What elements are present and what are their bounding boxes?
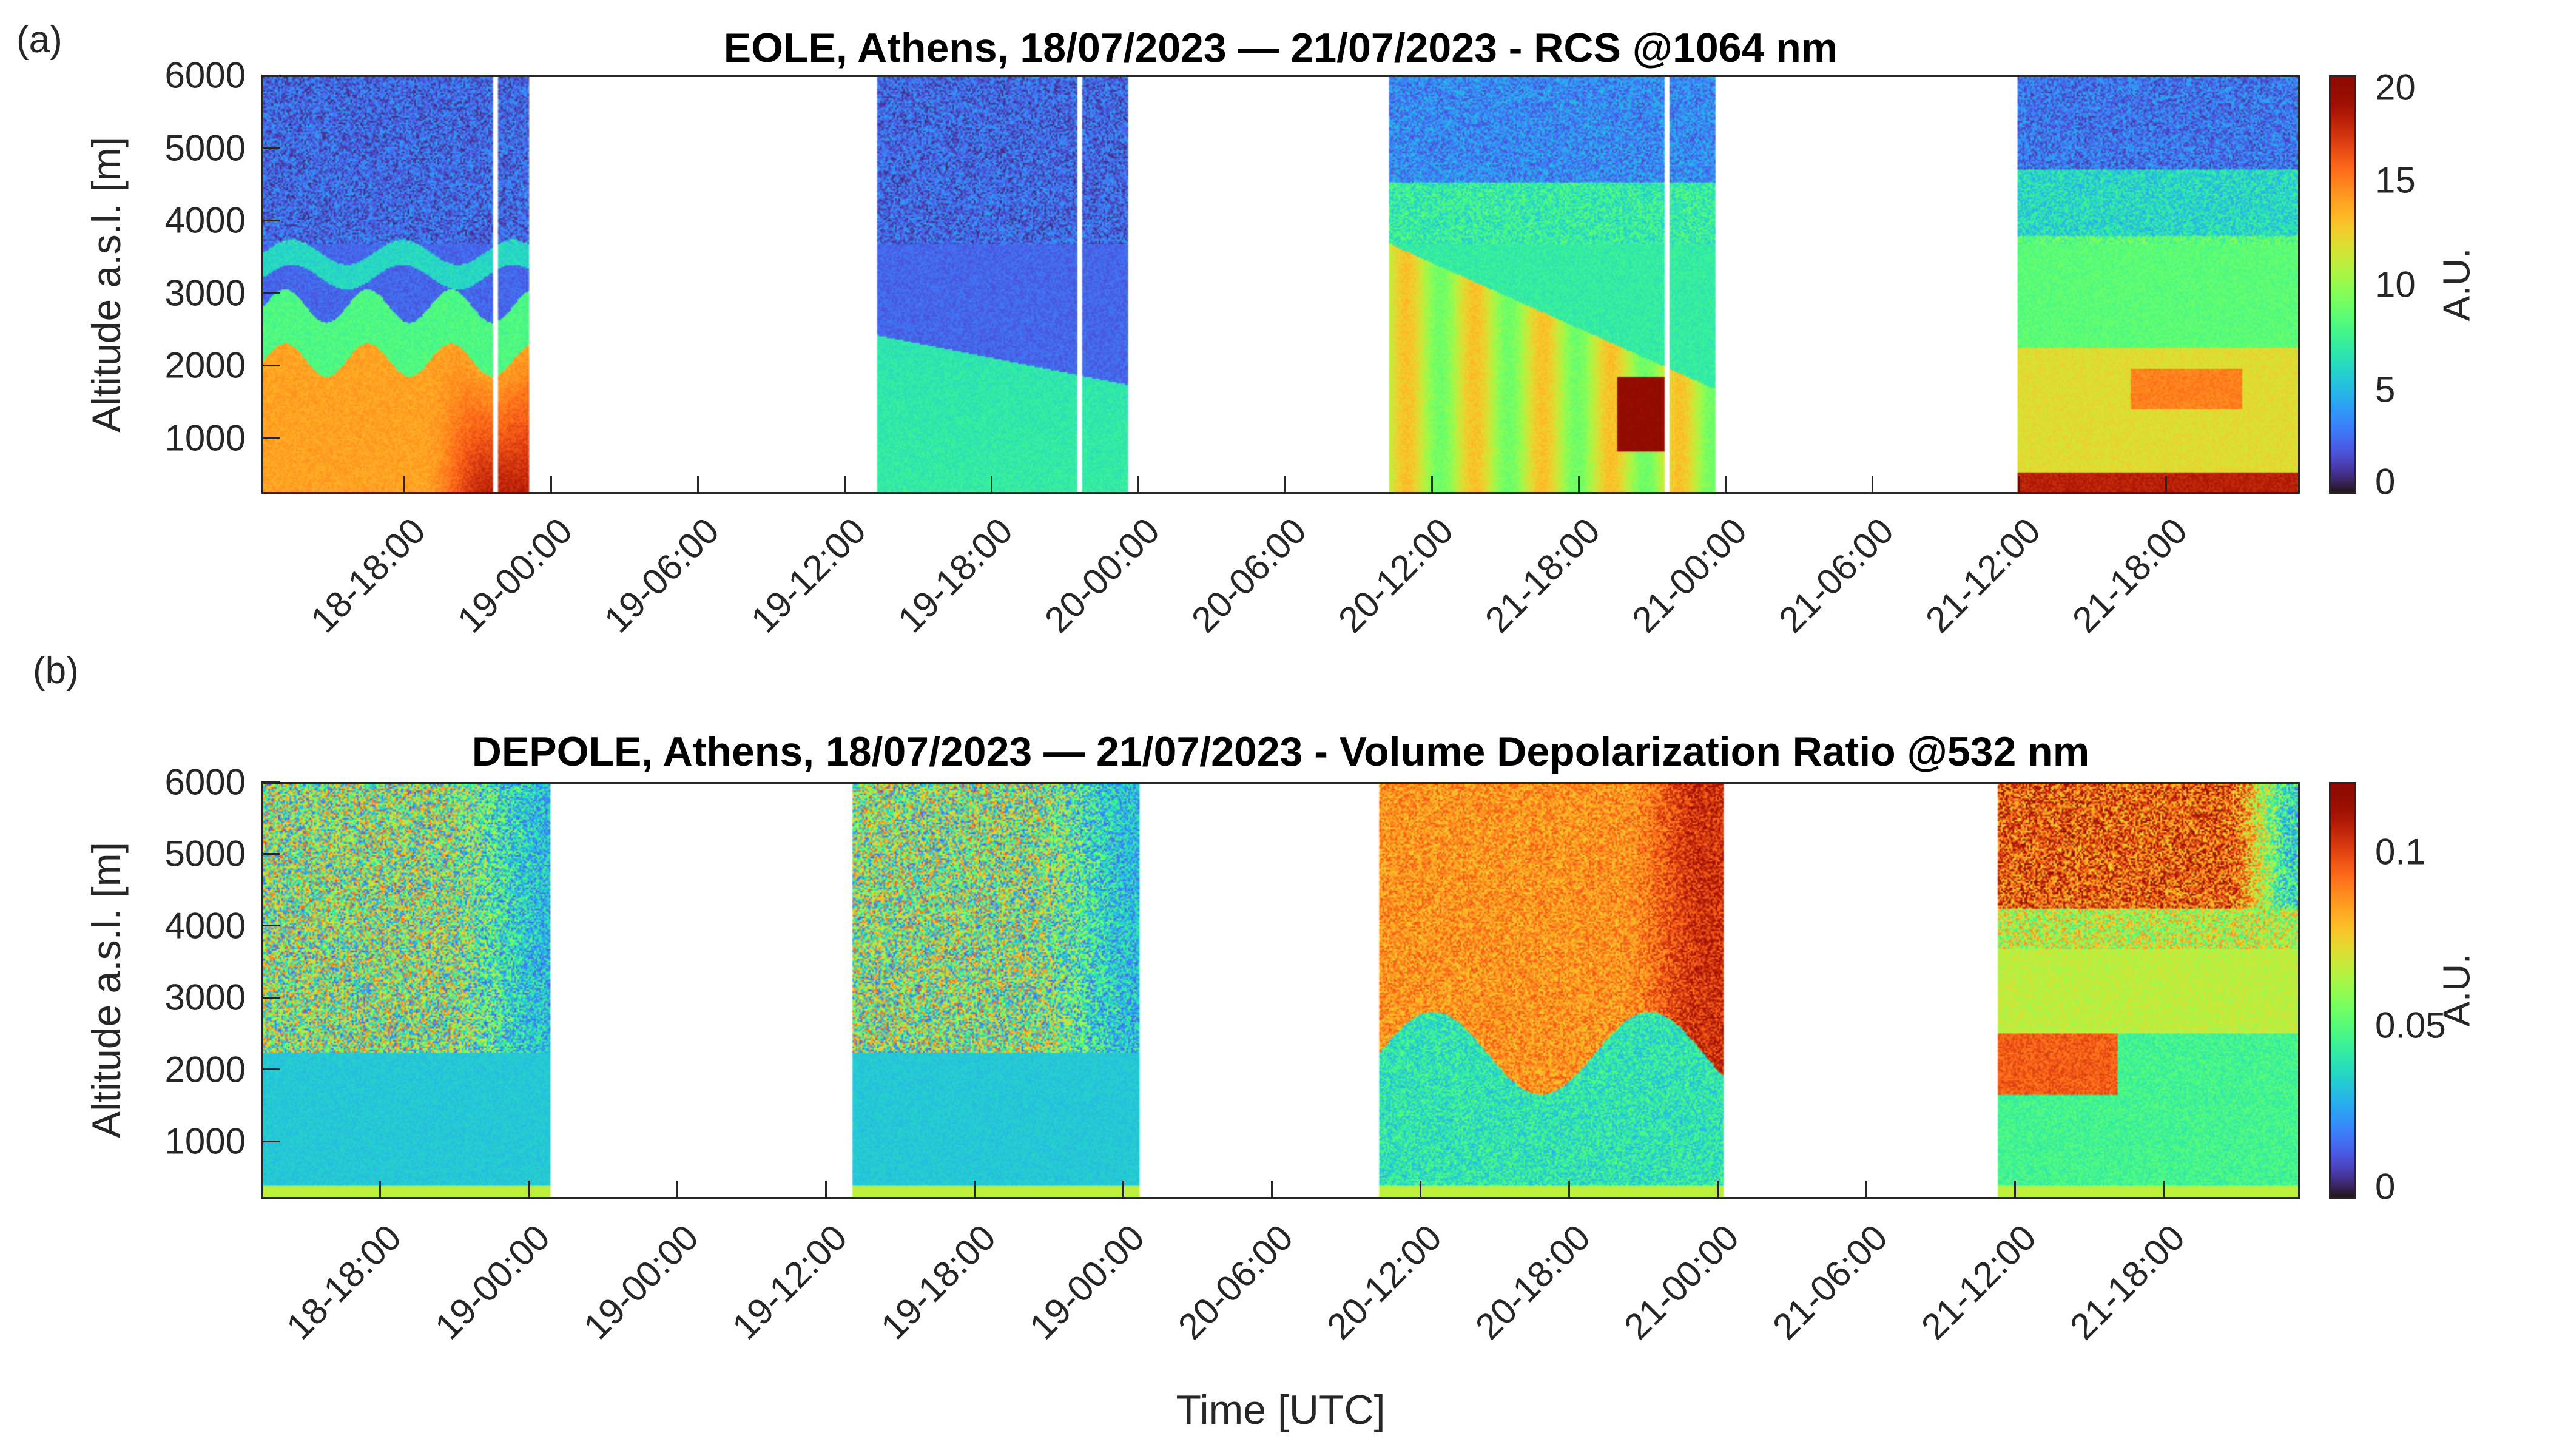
x-tick-mark xyxy=(844,476,846,494)
x-tick-label: 21-00:00 xyxy=(1624,510,1755,641)
x-tick-label: 19-00:00 xyxy=(1022,1216,1153,1347)
colorbar-tick-label: 10 xyxy=(2375,264,2416,306)
y-tick-label: 6000 xyxy=(64,55,246,96)
y-tick-label: 6000 xyxy=(64,761,246,803)
y-tick-mark xyxy=(261,292,280,294)
x-tick-label: 19-18:00 xyxy=(890,510,1021,641)
colorbar-tick-label: 20 xyxy=(2375,67,2416,109)
x-tick-label: 20-06:00 xyxy=(1170,1216,1301,1347)
x-tick-mark xyxy=(2018,476,2020,494)
x-tick-mark xyxy=(825,1181,827,1199)
x-tick-mark xyxy=(676,1181,678,1199)
x-tick-label: 19-06:00 xyxy=(596,510,727,641)
x-tick-label: 21-18:00 xyxy=(1477,510,1608,641)
x-tick-mark xyxy=(1717,1181,1719,1199)
x-tick-label: 21-06:00 xyxy=(1765,1216,1896,1347)
x-tick-mark xyxy=(991,476,992,494)
y-tick-label: 2000 xyxy=(64,1048,246,1090)
y-tick-mark xyxy=(261,147,280,149)
x-tick-label: 19-00:00 xyxy=(450,510,581,641)
colorbar-b-gradient xyxy=(2331,784,2354,1197)
x-tick-mark xyxy=(974,1181,976,1199)
panel-a-title: EOLE, Athens, 18/07/2023 — 21/07/2023 - … xyxy=(724,24,1838,72)
colorbar-tick-label: 0 xyxy=(2375,1166,2395,1208)
y-tick-label: 3000 xyxy=(64,977,246,1019)
x-tick-label: 18-18:00 xyxy=(303,510,434,641)
y-tick-label: 2000 xyxy=(64,345,246,386)
y-tick-label: 3000 xyxy=(64,272,246,314)
x-tick-mark xyxy=(1122,1181,1124,1199)
x-tick-mark xyxy=(403,476,405,494)
x-tick-mark xyxy=(1865,1181,1867,1199)
colorbar-tick-label: 0.1 xyxy=(2375,831,2425,872)
x-tick-mark xyxy=(1578,476,1580,494)
x-tick-label: 21-18:00 xyxy=(2062,1216,2193,1347)
colorbar-tick-label: 5 xyxy=(2375,368,2395,410)
panel-a-heatmap xyxy=(261,75,2300,494)
x-tick-mark xyxy=(697,476,699,494)
x-tick-mark xyxy=(528,1181,530,1199)
x-tick-label: 20-06:00 xyxy=(1184,510,1315,641)
x-axis-label: Time [UTC] xyxy=(1176,1386,1385,1434)
panel-b-label: (b) xyxy=(33,649,79,692)
x-tick-mark xyxy=(1137,476,1139,494)
y-tick-label: 4000 xyxy=(64,905,246,946)
depol-heatmap-canvas xyxy=(263,784,2298,1197)
x-tick-label: 20-18:00 xyxy=(1468,1216,1599,1347)
y-tick-label: 1000 xyxy=(64,417,246,459)
x-tick-mark xyxy=(1420,1181,1421,1199)
x-tick-label: 19-18:00 xyxy=(873,1216,1004,1347)
x-tick-label: 19-00:00 xyxy=(427,1216,558,1347)
panel-a-label: (a) xyxy=(16,18,62,61)
x-tick-label: 21-06:00 xyxy=(1771,510,1902,641)
x-tick-mark xyxy=(550,476,552,494)
y-tick-mark xyxy=(261,75,280,76)
x-tick-label: 20-12:00 xyxy=(1330,510,1461,641)
x-tick-mark xyxy=(2165,476,2167,494)
panel-b-colorbar xyxy=(2329,782,2356,1199)
panel-a-colorbar-label: A.U. xyxy=(2436,248,2479,322)
x-tick-mark xyxy=(1725,476,1727,494)
y-tick-mark xyxy=(261,1068,280,1070)
x-tick-label: 20-00:00 xyxy=(1037,510,1168,641)
panel-a-colorbar xyxy=(2329,75,2356,494)
x-tick-mark xyxy=(2014,1181,2016,1199)
x-tick-mark xyxy=(1431,476,1433,494)
y-tick-mark xyxy=(261,1141,280,1142)
colorbar-tick-label: 0 xyxy=(2375,461,2395,503)
colorbar-tick-label: 15 xyxy=(2375,159,2416,201)
panel-b-heatmap xyxy=(261,782,2300,1199)
y-tick-mark xyxy=(261,781,280,783)
x-tick-label: 21-18:00 xyxy=(2064,510,2195,641)
y-tick-mark xyxy=(261,925,280,926)
y-tick-label: 5000 xyxy=(64,833,246,875)
x-tick-label: 19-00:00 xyxy=(576,1216,707,1347)
x-tick-label: 21-12:00 xyxy=(1918,510,2049,641)
x-tick-label: 21-00:00 xyxy=(1616,1216,1747,1347)
y-tick-label: 4000 xyxy=(64,200,246,241)
x-tick-mark xyxy=(379,1181,381,1199)
x-tick-mark xyxy=(1271,1181,1273,1199)
x-tick-label: 19-12:00 xyxy=(724,1216,855,1347)
x-tick-label: 21-12:00 xyxy=(1913,1216,2044,1347)
x-tick-label: 20-12:00 xyxy=(1319,1216,1450,1347)
x-tick-mark xyxy=(1872,476,1873,494)
x-tick-mark xyxy=(2163,1181,2165,1199)
y-tick-mark xyxy=(261,365,280,366)
x-tick-mark xyxy=(1284,476,1286,494)
y-tick-label: 1000 xyxy=(64,1121,246,1162)
y-tick-mark xyxy=(261,997,280,999)
x-tick-label: 19-12:00 xyxy=(743,510,874,641)
panel-b-title: DEPOLE, Athens, 18/07/2023 — 21/07/2023 … xyxy=(472,728,2089,775)
colorbar-a-gradient xyxy=(2331,77,2354,492)
y-tick-mark xyxy=(261,437,280,439)
y-tick-mark xyxy=(261,853,280,855)
rcs-heatmap-canvas xyxy=(263,77,2298,492)
x-tick-mark xyxy=(1568,1181,1570,1199)
panel-b-colorbar-label: A.U. xyxy=(2436,954,2479,1027)
y-tick-label: 5000 xyxy=(64,127,246,169)
y-tick-mark xyxy=(261,220,280,221)
x-tick-label: 18-18:00 xyxy=(278,1216,409,1347)
